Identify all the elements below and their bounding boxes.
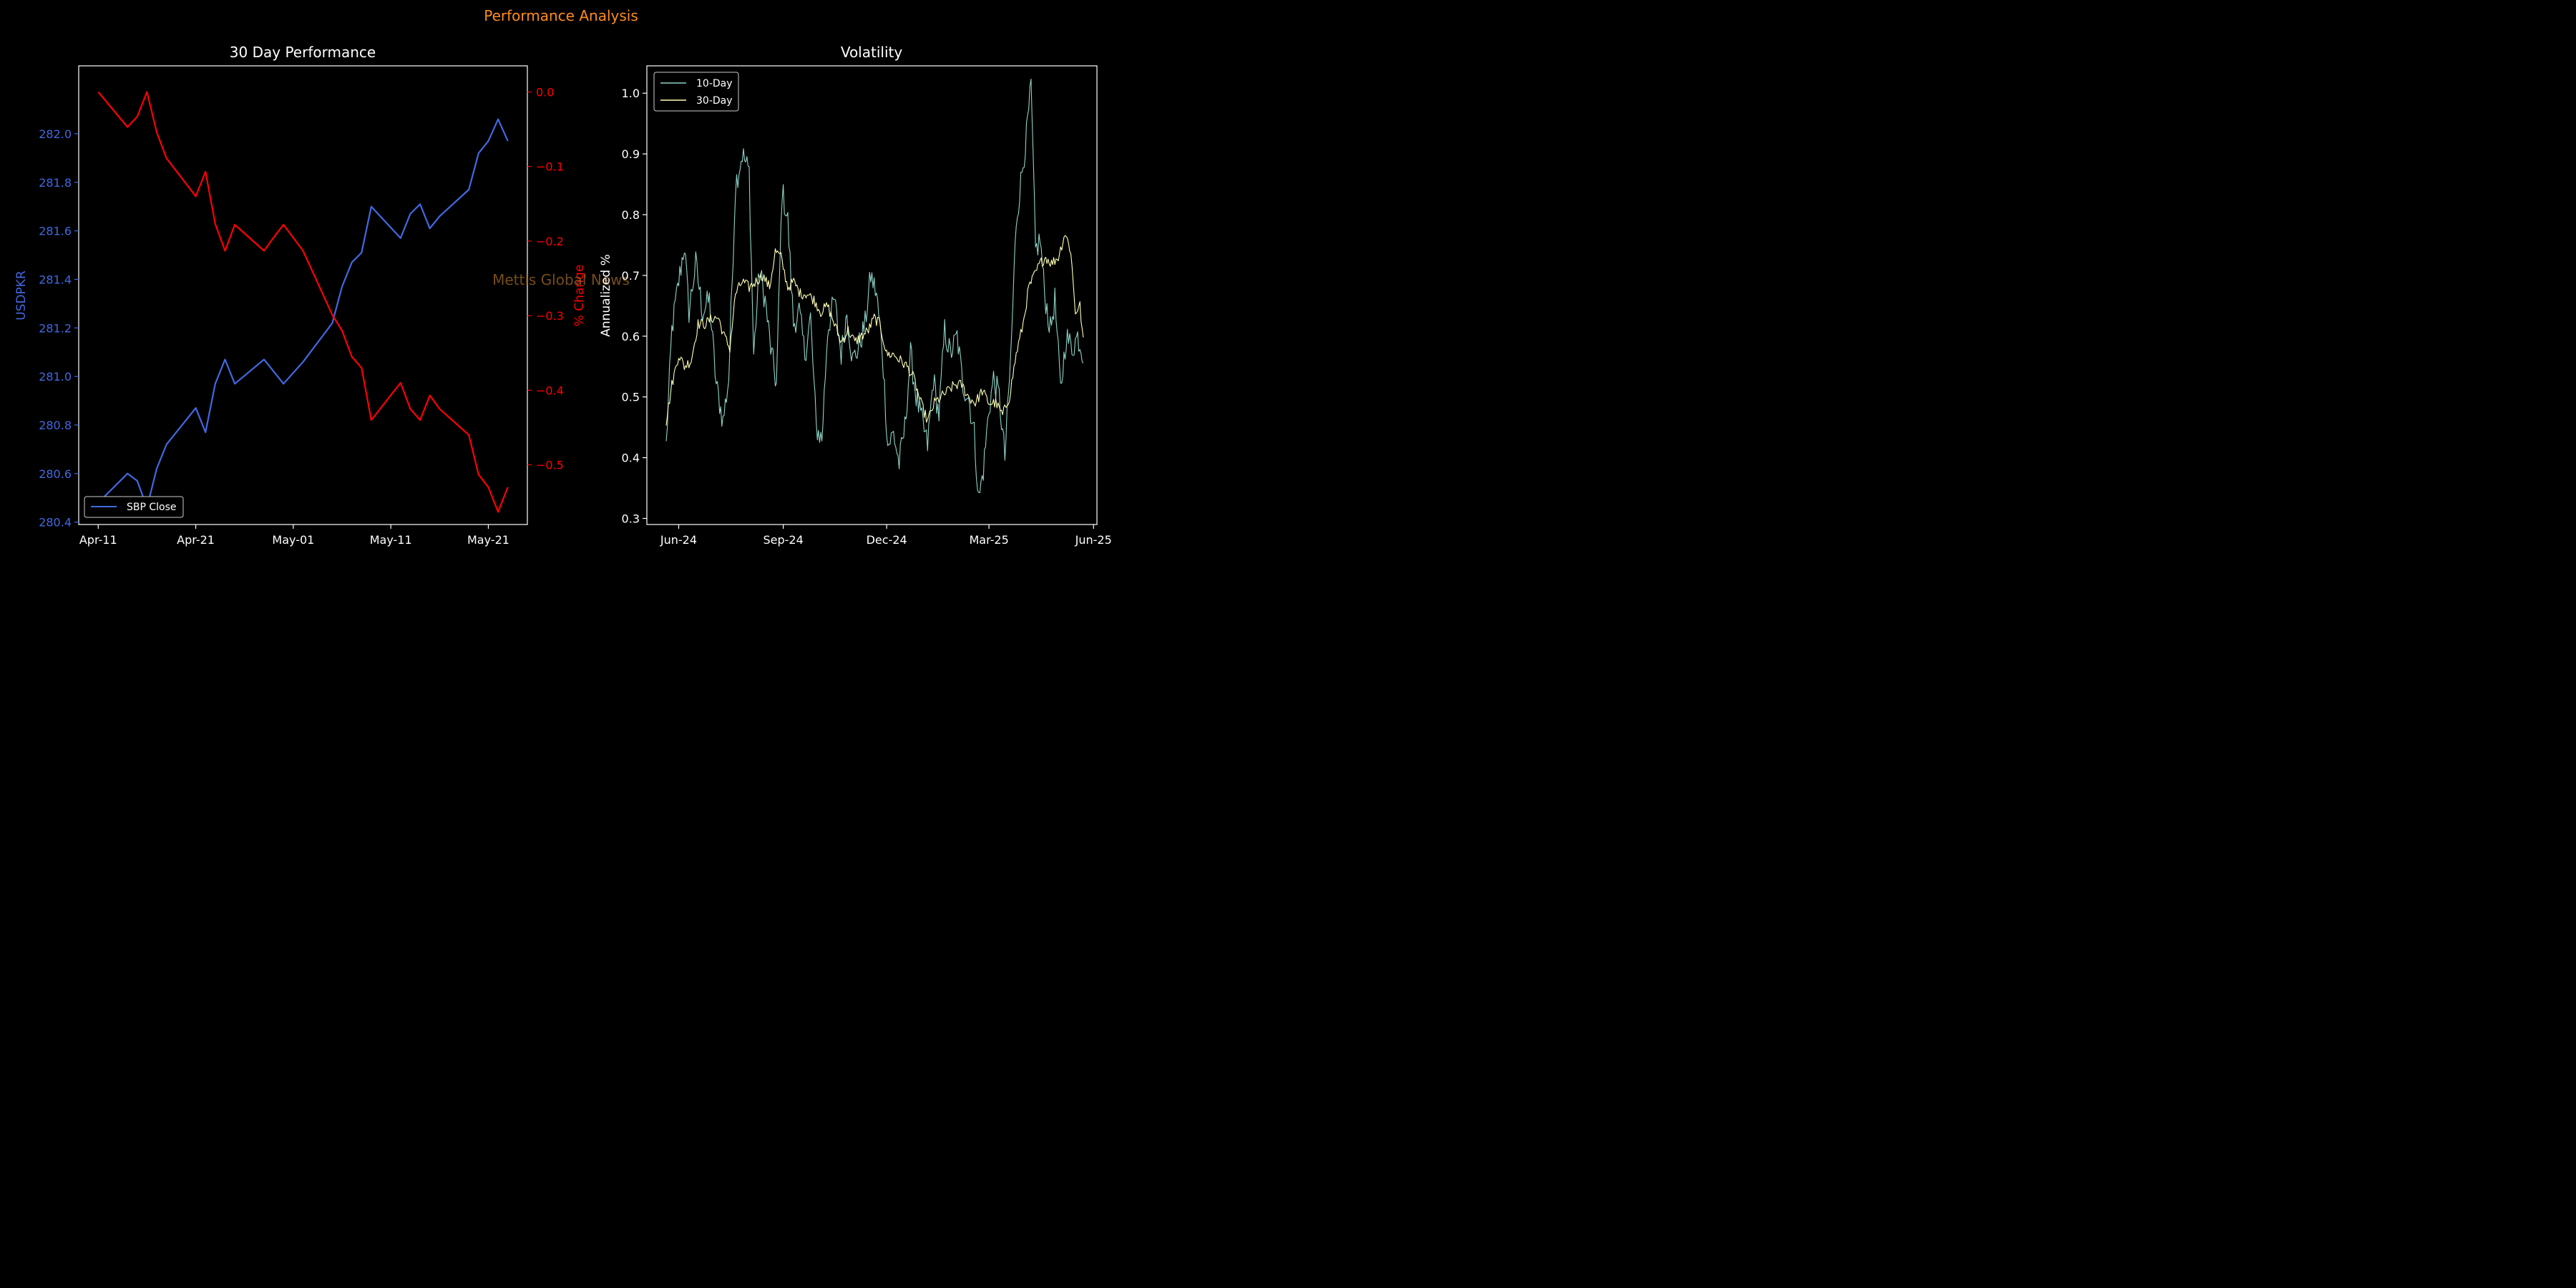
y-tick-label: 280.4: [39, 516, 72, 530]
x-tick-label: Apr-11: [79, 533, 117, 547]
x-tick-label: Jun-24: [660, 533, 697, 547]
x-tick-label: Apr-21: [177, 533, 215, 547]
left-legend: SBP Close: [84, 496, 184, 518]
x-tick-label: May-21: [467, 533, 509, 547]
series-line-10-day: [665, 78, 1084, 494]
y-tick-label: 0.5: [622, 391, 640, 404]
y-tick-label: 0.4: [622, 452, 640, 465]
series-line-pct-change: [97, 91, 509, 513]
left-x-ticks: Apr-11 Apr-21 May-01 May-11 May-21: [79, 525, 509, 547]
series-line-30-day: [665, 235, 1084, 426]
volatility-y-axis-label: Annualized %: [599, 254, 613, 337]
y-right-tick-label: −0.2: [536, 235, 564, 248]
y-tick-label: 1.0: [622, 87, 640, 100]
y-tick-label: 0.8: [622, 208, 640, 222]
y-tick-label: 281.8: [39, 176, 72, 190]
y-right-tick-label: −0.4: [536, 384, 564, 397]
legend-label-sbp-close: SBP Close: [127, 502, 177, 513]
chart-title-30-day: 30 Day Performance: [230, 44, 376, 61]
x-tick-label: Jun-25: [1075, 533, 1112, 547]
left-axes-frame: [78, 65, 528, 525]
x-tick-label: Sep-24: [763, 533, 803, 547]
chart-title-volatility: Volatility: [841, 44, 903, 61]
x-tick-label: May-11: [370, 533, 412, 547]
right-axes-frame: [646, 65, 1098, 525]
x-tick-label: May-01: [272, 533, 314, 547]
panel-30-day-performance: 30 Day Performance 280.4280.6280.8281.02…: [14, 44, 587, 547]
series-line-sbp-close: [97, 118, 509, 509]
y-tick-label: 280.8: [39, 419, 72, 432]
y-right-tick-label: −0.5: [536, 459, 564, 472]
volatility-legend: 10-Day 30-Day: [653, 72, 739, 112]
legend-label-30-day: 30-Day: [696, 95, 733, 107]
y-right-tick-label: −0.1: [536, 160, 564, 174]
volatility-series-lines: [665, 78, 1084, 494]
y-tick-label: 281.6: [39, 225, 72, 238]
y-tick-label: 281.4: [39, 273, 72, 286]
watermark: Mettis Global News: [492, 271, 630, 288]
y-tick-label: 281.2: [39, 321, 72, 335]
y-tick-label: 280.6: [39, 467, 72, 481]
left-series-lines: [97, 91, 509, 513]
volatility-x-ticks: Jun-24 Sep-24 Dec-24 Mar-25 Jun-25: [660, 525, 1112, 547]
y-tick-label: 0.6: [622, 330, 640, 343]
y-tick-label: 282.0: [39, 127, 72, 141]
volatility-y-ticks: 0.3 0.4 0.5 0.6 0.7 0.8 0.9 1.0: [622, 87, 647, 526]
left-y-ticks: 280.4 280.6 280.8 281.0 281.2 281.4 281.6 281.8…: [39, 127, 79, 530]
right-y-axis-label: % Change: [572, 265, 587, 327]
x-tick-label: Mar-25: [969, 533, 1008, 547]
y-tick-label: 0.7: [622, 269, 640, 283]
right-y-ticks: 0.0 −0.1 −0.2 −0.3 −0.4 −0.5: [527, 85, 564, 472]
figure-suptitle: Performance Analysis: [484, 7, 638, 24]
figure-canvas: 30 Day Performance 280.4280.6280.8281.02…: [14, 44, 1112, 547]
y-right-tick-label: 0.0: [536, 85, 554, 99]
y-tick-label: 0.3: [622, 512, 640, 526]
y-right-tick-label: −0.3: [536, 309, 564, 323]
panel-volatility: Volatility 0.3 0.4 0.5 0.6 0.7 0.8 0.9 1.0 Jun-…: [599, 44, 1112, 547]
left-y-axis-label: USDPKR: [14, 270, 29, 321]
legend-label-10-day: 10-Day: [696, 78, 733, 89]
y-tick-label: 281.0: [39, 370, 72, 384]
y-tick-label: 0.9: [622, 147, 640, 161]
x-tick-label: Dec-24: [867, 533, 907, 547]
